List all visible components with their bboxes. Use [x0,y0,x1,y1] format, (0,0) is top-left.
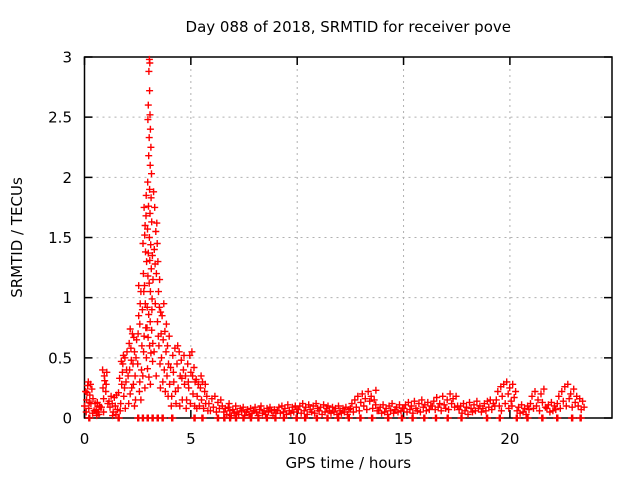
grid-lines [84,57,612,418]
y-tick-label: 1.5 [48,229,72,247]
y-axis-label: SRMTID / TECUs [8,177,26,298]
x-tick-label: 15 [394,430,413,448]
y-tick-label: 0.5 [48,349,72,367]
chart-title: Day 088 of 2018, SRMTID for receiver pov… [186,18,511,36]
y-tick-label: 3 [62,49,72,67]
data-points [81,55,588,422]
y-tick-label: 2 [62,169,72,187]
x-tick-label: 0 [80,430,90,448]
y-tick-label: 2.5 [48,109,72,127]
x-axis-label: GPS time / hours [285,454,411,472]
x-tick-label: 5 [186,430,196,448]
y-tick-labels: 0 0.5 1 1.5 2 2.5 3 [48,49,72,428]
x-tick-labels: 0 5 10 15 20 [80,430,520,448]
x-tick-label: 20 [500,430,519,448]
y-tick-label: 1 [62,289,72,307]
y-tick-label: 0 [62,410,72,428]
x-tick-label: 10 [288,430,307,448]
